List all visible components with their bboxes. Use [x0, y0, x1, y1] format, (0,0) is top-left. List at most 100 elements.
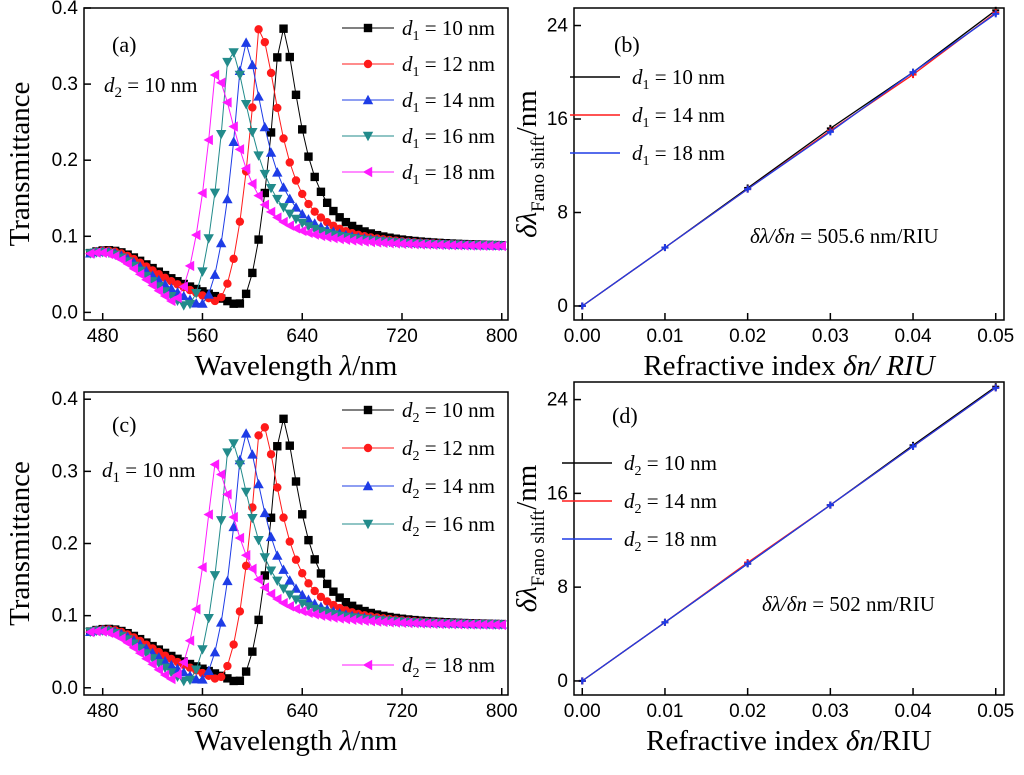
- legend-label: d2 = 18 nm: [624, 527, 717, 555]
- data-point: [235, 676, 245, 686]
- annotation-formula: δλ/δn: [750, 224, 795, 248]
- data-point: [253, 151, 264, 161]
- data-point: [229, 299, 238, 308]
- legend-item-1: d1 = 10 nm: [342, 16, 495, 44]
- legend-marker: [362, 480, 374, 491]
- series-5: [85, 69, 506, 307]
- legend-label: d1 = 14 nm: [632, 103, 725, 131]
- legend-item-5: d2 = 18 nm: [342, 653, 495, 681]
- data-point: [346, 235, 357, 246]
- data-point: [216, 672, 226, 682]
- y-axis-label-subscript: Fano shift: [528, 509, 549, 586]
- data-point: [329, 600, 338, 610]
- data-point: [191, 604, 201, 615]
- data-point: [234, 460, 246, 470]
- data-point: [116, 254, 126, 265]
- legend-item-3: d1 = 18 nm: [570, 141, 725, 169]
- data-point: [285, 537, 294, 546]
- x-tick-label: 640: [286, 326, 318, 347]
- legend-var: d: [402, 512, 413, 536]
- annotation-value: = 502 nm/RIU: [807, 592, 935, 616]
- data-point: [260, 423, 270, 432]
- legend-subscript: 1: [413, 29, 420, 44]
- data-point: [284, 193, 295, 203]
- data-point: [109, 629, 120, 641]
- y-tick-label: 0.3: [52, 74, 78, 95]
- data-point: [109, 251, 120, 262]
- y-axis-label-symbol: δλ: [511, 212, 543, 238]
- data-point: [304, 199, 313, 209]
- plot-area: [578, 6, 1000, 310]
- data-point: [222, 575, 233, 586]
- data-point: [321, 611, 332, 622]
- data-point: [235, 217, 245, 226]
- data-point: [210, 296, 220, 306]
- data-point: [284, 575, 295, 585]
- data-point: [247, 514, 258, 524]
- x-axis-label: Refractive index δn/ RIU: [643, 350, 936, 382]
- data-point: [303, 222, 314, 232]
- data-point: [215, 516, 227, 526]
- data-point: [234, 70, 246, 81]
- data-point: [316, 569, 326, 578]
- data-point: [465, 240, 475, 251]
- legend-subscript: 1: [413, 173, 420, 188]
- data-point: [254, 235, 263, 244]
- data-point: [992, 384, 1000, 392]
- data-point: [661, 244, 669, 252]
- legend-var: d: [402, 436, 413, 460]
- legend-subscript: 2: [635, 464, 642, 479]
- legend-subscript: 1: [413, 137, 420, 152]
- panel-d: 0.00 0.01 0.02 0.03 0.04 0.05 0 8 16 24 Refractive…: [511, 381, 1014, 757]
- y-tick-label: 8: [557, 577, 568, 598]
- data-point: [278, 564, 289, 574]
- data-point: [91, 626, 101, 637]
- data-point: [440, 618, 450, 630]
- annotation-var: d: [102, 458, 113, 482]
- legend-var: d: [402, 124, 413, 148]
- x-axis-label-symbol: λ: [339, 725, 353, 757]
- y-tick-label: 16: [547, 483, 568, 504]
- legend-marker: [362, 94, 374, 105]
- x-tick-label: 0.04: [895, 701, 932, 722]
- data-point: [166, 659, 177, 670]
- legend-item-2: d2 = 14 nm: [562, 489, 717, 517]
- data-point: [403, 238, 413, 250]
- data-point: [209, 459, 220, 470]
- data-point: [247, 128, 258, 138]
- data-point: [284, 590, 295, 600]
- data-point: [215, 130, 227, 140]
- x-tick-label: 0.00: [564, 701, 601, 722]
- data-point: [266, 128, 276, 137]
- data-point: [744, 185, 752, 193]
- data-point: [371, 237, 382, 248]
- legend-var: d: [402, 653, 413, 677]
- data-point: [365, 616, 376, 627]
- data-point: [154, 270, 164, 279]
- axes-frame: [573, 381, 1005, 696]
- data-point: [278, 203, 289, 213]
- data-point: [279, 134, 288, 143]
- data-point: [278, 216, 288, 228]
- legend-marker: [362, 519, 374, 530]
- data-point: [147, 659, 157, 670]
- data-point: [272, 550, 283, 560]
- legend-item-2: d1 = 14 nm: [570, 103, 725, 131]
- data-point: [316, 187, 326, 197]
- data-point: [253, 535, 264, 546]
- data-point: [303, 607, 313, 619]
- data-point: [279, 24, 288, 33]
- plot-area: [578, 383, 1000, 685]
- data-point: [229, 254, 238, 264]
- data-point: [272, 593, 282, 605]
- data-point: [265, 566, 277, 576]
- x-tick-label: 560: [187, 701, 219, 722]
- data-point: [298, 125, 307, 134]
- data-point: [210, 669, 220, 678]
- data-point: [353, 235, 363, 247]
- data-point: [247, 563, 257, 575]
- data-point: [159, 655, 171, 666]
- data-point: [203, 614, 214, 624]
- data-point: [259, 199, 270, 210]
- y-tick-label: 0.2: [52, 150, 78, 171]
